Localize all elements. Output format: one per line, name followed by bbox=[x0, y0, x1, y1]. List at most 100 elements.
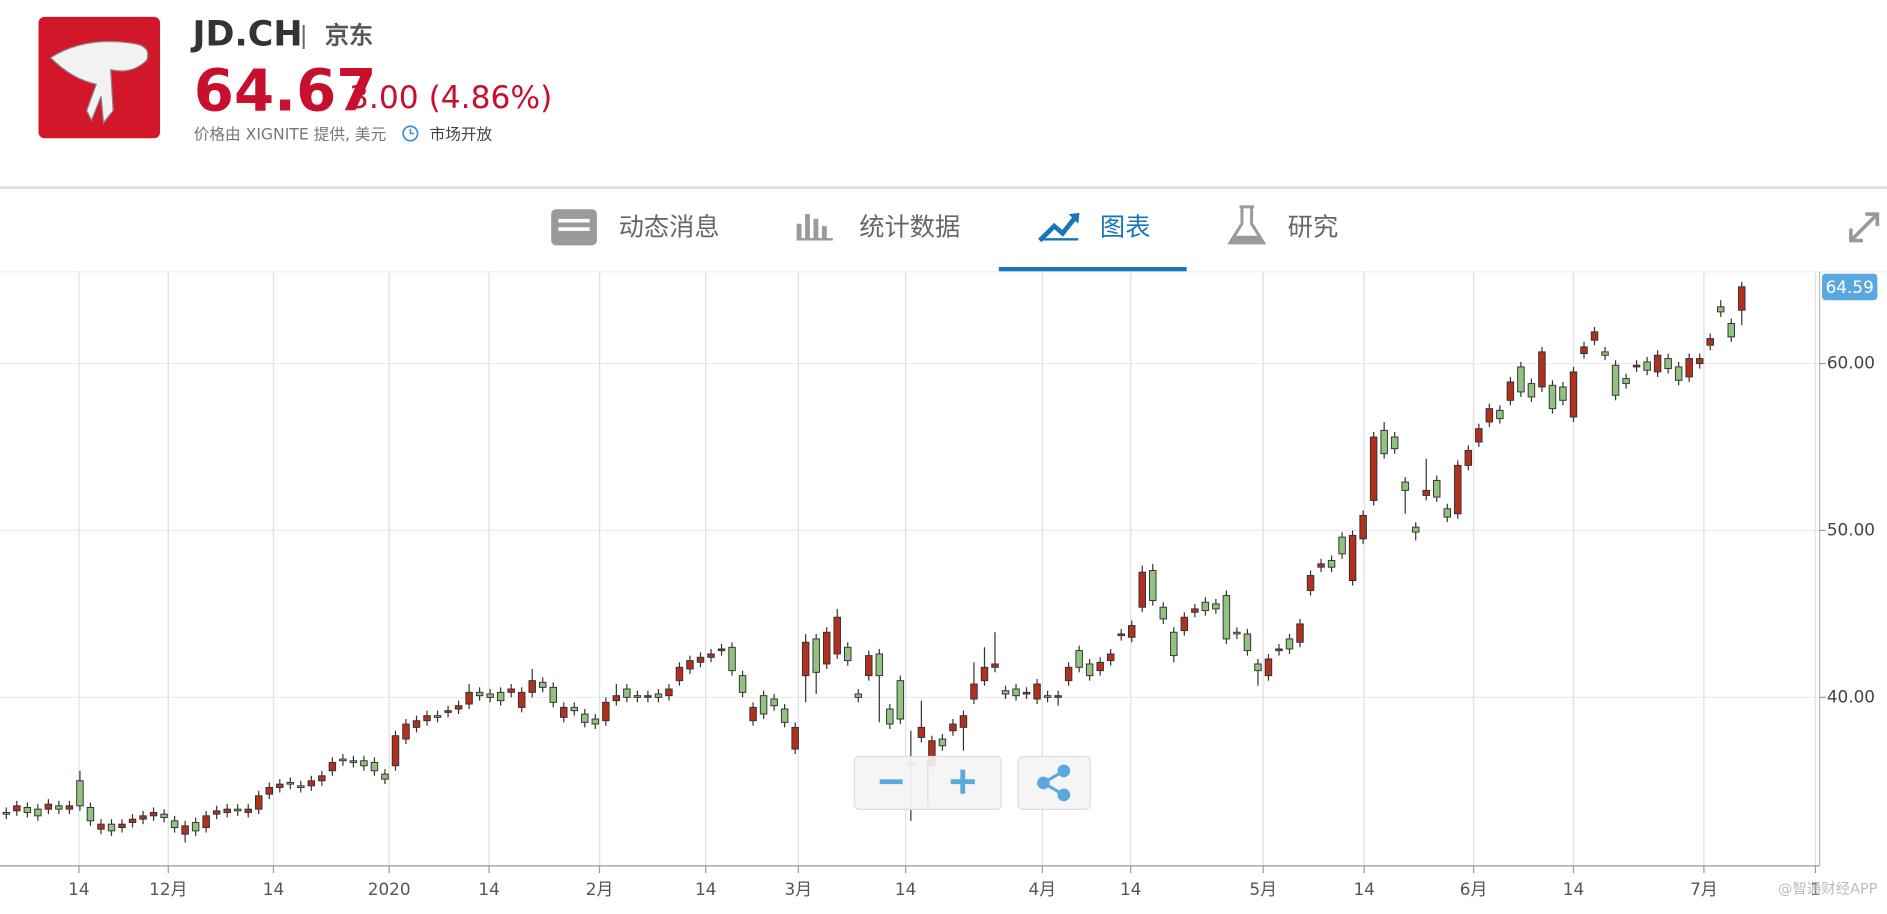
header: JD.CH | 京东 64.67 3.00 (4.86%) 价格由 XIGNIT… bbox=[38, 15, 552, 144]
candle-body bbox=[686, 660, 694, 670]
candle-body bbox=[1033, 683, 1041, 700]
candle-body bbox=[212, 810, 221, 815]
candle-body bbox=[1685, 358, 1693, 378]
candle-body bbox=[444, 710, 452, 713]
candle-body bbox=[433, 715, 442, 718]
zoom-in[interactable] bbox=[950, 769, 975, 794]
candle-body bbox=[738, 675, 747, 693]
candle-body bbox=[1233, 631, 1241, 635]
axes: 40.00 50.00 60.00 14 12月 14 2020 14 2月 14 3月 14 4月 14… bbox=[0, 271, 1878, 899]
last-price-label: 64.59 bbox=[1826, 277, 1874, 297]
candle-body bbox=[1643, 361, 1651, 371]
candle-body bbox=[402, 723, 410, 740]
candle-body bbox=[812, 638, 820, 673]
candle-body bbox=[1390, 436, 1399, 450]
candle-body bbox=[759, 695, 768, 715]
candle-body bbox=[1727, 323, 1735, 338]
candle-body bbox=[1359, 514, 1367, 540]
candle-body bbox=[107, 823, 116, 832]
candle-body bbox=[1022, 691, 1031, 695]
candle-body bbox=[612, 695, 621, 702]
candle-body bbox=[696, 656, 705, 663]
candle-body bbox=[560, 706, 568, 718]
candle-body bbox=[1201, 601, 1210, 612]
candle-body bbox=[1695, 358, 1704, 365]
candle-body bbox=[412, 720, 421, 728]
stats-icon bbox=[796, 214, 833, 241]
candle-body bbox=[970, 683, 978, 700]
grid bbox=[0, 271, 1820, 866]
candle-body bbox=[1601, 351, 1609, 356]
candle-body bbox=[991, 663, 999, 668]
candles bbox=[2, 281, 1746, 843]
candle-body bbox=[265, 786, 274, 795]
tab-label[interactable]: 研究 bbox=[1288, 213, 1339, 242]
candle-body bbox=[181, 825, 189, 835]
candle-body bbox=[13, 805, 21, 812]
candle-body bbox=[1569, 371, 1578, 418]
candle-body bbox=[1306, 575, 1315, 592]
candle-body bbox=[1738, 286, 1746, 311]
price-change: 3.00 (4.86%) bbox=[349, 80, 552, 116]
candle-body bbox=[486, 693, 494, 698]
tab-label[interactable]: 动态消息 bbox=[619, 213, 720, 242]
candle-body bbox=[149, 812, 158, 817]
y-tick-label: 50.00 bbox=[1827, 519, 1875, 539]
price-source: 价格由 XIGNITE 提供, 美元 bbox=[194, 125, 386, 144]
candle-body bbox=[1054, 695, 1062, 698]
candle-body bbox=[1222, 595, 1231, 640]
candle-body bbox=[896, 680, 905, 720]
candle-body bbox=[1348, 534, 1357, 582]
candle-body bbox=[591, 718, 600, 725]
x-tick-label: 14 bbox=[1120, 879, 1141, 899]
candle-body bbox=[44, 803, 53, 810]
separator: | bbox=[300, 21, 308, 49]
candle-body bbox=[465, 691, 473, 705]
symbol: JD.CH bbox=[191, 15, 303, 55]
candle-body bbox=[1716, 306, 1725, 313]
candle-body bbox=[1622, 378, 1630, 385]
share-button[interactable] bbox=[1017, 755, 1091, 810]
candle-body bbox=[675, 666, 684, 682]
candle-body bbox=[1496, 409, 1504, 420]
candle-body bbox=[1464, 449, 1473, 466]
candle-body bbox=[1664, 358, 1672, 370]
tab-label[interactable]: 统计数据 bbox=[859, 213, 960, 242]
x-tick-label: 12月 bbox=[149, 879, 187, 899]
candle-body bbox=[128, 818, 137, 823]
candle-body bbox=[1159, 606, 1168, 620]
candle-body bbox=[1254, 663, 1262, 672]
candle-body bbox=[339, 758, 347, 762]
candle-body bbox=[1043, 695, 1052, 698]
candle-body bbox=[1191, 608, 1199, 613]
candle-body bbox=[381, 773, 389, 780]
tab-label[interactable]: 图表 bbox=[1100, 213, 1151, 242]
zoom-toolbar bbox=[853, 755, 1091, 810]
last-price-badge bbox=[1822, 273, 1878, 301]
candle-body bbox=[1411, 526, 1420, 533]
candle-body bbox=[1106, 653, 1115, 662]
candle-body bbox=[1674, 366, 1683, 381]
candle-body bbox=[139, 815, 147, 820]
expand-icon[interactable] bbox=[1849, 212, 1880, 243]
candle-body bbox=[549, 686, 557, 703]
active-tab-underline bbox=[998, 266, 1187, 272]
candle-body bbox=[1454, 464, 1462, 515]
candle-body bbox=[980, 666, 989, 682]
x-tick-label: 2020 bbox=[368, 879, 411, 899]
candle-body bbox=[1580, 346, 1588, 355]
candle-body bbox=[538, 681, 547, 688]
candle-body bbox=[1138, 571, 1146, 608]
candle-body bbox=[1264, 658, 1273, 677]
candle-body bbox=[1527, 383, 1536, 398]
candle-body bbox=[370, 761, 379, 772]
candle-body bbox=[1085, 663, 1094, 677]
zoom-out[interactable] bbox=[879, 779, 903, 785]
news-icon bbox=[551, 209, 597, 246]
x-tick-label: 14 bbox=[1353, 879, 1374, 899]
candle-body bbox=[1338, 536, 1346, 555]
candle-body bbox=[865, 655, 873, 677]
candle-body bbox=[1327, 560, 1336, 568]
candle-body bbox=[854, 693, 863, 698]
